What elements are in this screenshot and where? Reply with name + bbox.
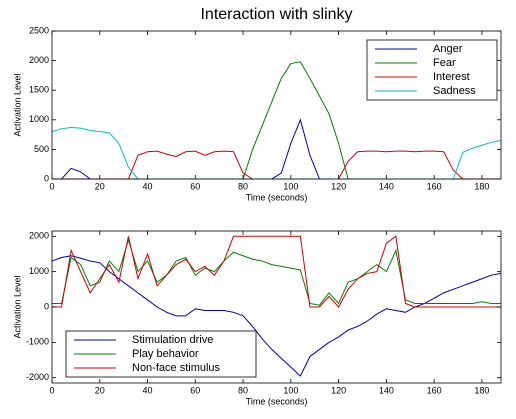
x-tick-label: 120 [331,181,346,191]
y-tick-label: -1000 [26,337,49,347]
x-tick-label: 140 [379,181,394,191]
x-tick-label: 40 [143,181,153,191]
y-tick-label: 2000 [29,231,49,241]
legend: Stimulation drive Play behavior Non-face s… [65,330,257,378]
y-tick-label: 1500 [29,85,49,95]
y-tick-label: -2000 [26,372,49,382]
x-tick-label: 20 [95,385,105,395]
x-tick-label: 160 [427,385,442,395]
legend-label: Anger [433,43,463,55]
x-tick-label: 0 [49,385,54,395]
x-tick-label: 180 [474,181,489,191]
x-tick-label: 0 [49,181,54,191]
x-tick-label: 140 [379,385,394,395]
y-tick-label: 0 [44,301,49,311]
x-tick-label: 60 [190,181,200,191]
y-tick-label: 500 [34,144,49,154]
data-line [52,235,501,308]
x-tick-label: 180 [474,385,489,395]
data-line [51,255,502,377]
legend-box [366,39,498,101]
legend-label: Sadness [433,85,476,97]
y-tick-label: 2000 [29,55,49,65]
x-tick-label: 80 [238,385,248,395]
x-tick-label: 120 [331,385,346,395]
y-tick-label: 2500 [29,25,49,35]
y-axis-label: Activation Level [12,275,22,338]
legend-label: Fear [433,57,456,69]
x-tick-label: 160 [427,181,442,191]
plot-frame [51,30,502,180]
y-tick-label: 1000 [29,114,49,124]
x-tick-label: 40 [143,385,153,395]
legend-label: Non-face stimulus [132,362,221,374]
y-axis-label: Activation Level [12,73,22,136]
x-axis-label: Time (seconds) [246,396,308,406]
x-tick-label: 20 [95,181,105,191]
x-tick-label: 100 [283,385,298,395]
legend-label: Interest [433,71,470,83]
legend-label: Play behavior [132,348,199,360]
x-tick-label: 100 [283,181,298,191]
x-tick-label: 60 [190,385,200,395]
x-axis-label: Time (seconds) [246,192,308,202]
chart-title: Interaction with slinky [200,6,352,23]
y-tick-label: 1000 [29,266,49,276]
y-tick-label: 0 [44,173,49,183]
legend-label: Stimulation drive [132,334,213,346]
legend: Anger Fear Interest Sadness [366,39,498,101]
x-tick-label: 80 [238,181,248,191]
